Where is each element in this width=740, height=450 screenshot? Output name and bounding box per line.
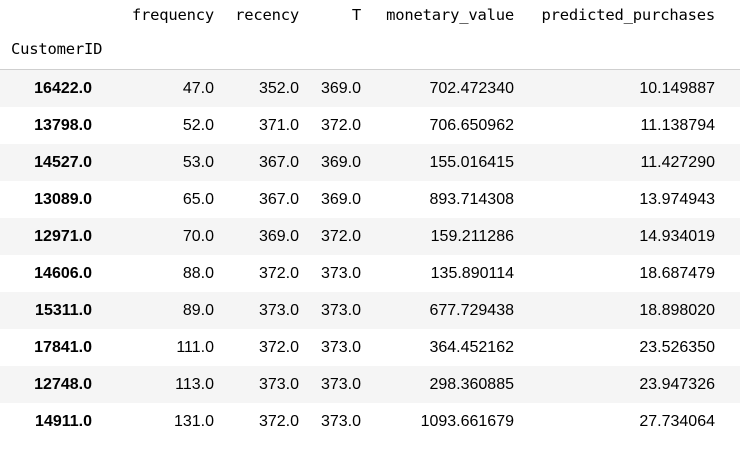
cell-frequency: 65.0 xyxy=(182,191,214,208)
cell-monetary-value: 135.890114 xyxy=(430,265,514,282)
cell-t: 373.0 xyxy=(320,413,361,430)
row-index-customer-id: 15311.0 xyxy=(35,302,92,319)
table-row: 12748.0 113.0 373.0 373.0 298.360885 23.94732… xyxy=(0,366,740,403)
cell-monetary-value: 893.714308 xyxy=(429,191,514,208)
cell-t: 372.0 xyxy=(320,228,361,245)
cell-monetary-value: 155.016415 xyxy=(429,154,514,171)
column-header-monetary-value: monetary_value xyxy=(386,6,514,24)
table-row: 17841.0 111.0 372.0 373.0 364.452162 23.52635… xyxy=(0,329,740,366)
cell-t: 373.0 xyxy=(320,376,361,393)
table-row: 15311.0 89.0 373.0 373.0 677.729438 18.898020 xyxy=(0,292,740,329)
cell-recency: 352.0 xyxy=(258,80,299,97)
cell-recency: 369.0 xyxy=(258,228,299,245)
cell-recency: 367.0 xyxy=(258,191,299,208)
cell-monetary-value: 159.211286 xyxy=(430,228,514,245)
cell-recency: 372.0 xyxy=(258,339,299,356)
cell-frequency: 89.0 xyxy=(182,302,214,319)
cell-t: 369.0 xyxy=(320,191,361,208)
cell-predicted-purchases: 27.734064 xyxy=(639,413,715,430)
cell-predicted-purchases: 18.687479 xyxy=(639,265,715,282)
cell-t: 373.0 xyxy=(320,265,361,282)
cell-recency: 367.0 xyxy=(258,154,299,171)
cell-frequency: 88.0 xyxy=(182,265,214,282)
cell-monetary-value: 1093.661679 xyxy=(420,413,514,430)
index-name-label: CustomerID xyxy=(11,40,103,58)
cell-frequency: 52.0 xyxy=(182,117,214,134)
cell-predicted-purchases: 23.947326 xyxy=(639,376,715,393)
table-row: 12971.0 70.0 369.0 372.0 159.211286 14.934019 xyxy=(0,218,740,255)
cell-monetary-value: 677.729438 xyxy=(429,302,514,319)
cell-monetary-value: 364.452162 xyxy=(429,339,514,356)
cell-t: 369.0 xyxy=(320,80,361,97)
row-index-customer-id: 16422.0 xyxy=(34,80,92,97)
cell-monetary-value: 702.472340 xyxy=(429,80,514,97)
table-row: 13798.0 52.0 371.0 372.0 706.650962 11.138794 xyxy=(0,107,740,144)
cell-predicted-purchases: 11.138794 xyxy=(640,117,715,134)
cell-t: 372.0 xyxy=(320,117,361,134)
cell-t: 369.0 xyxy=(320,154,361,171)
cell-frequency: 113.0 xyxy=(175,376,214,393)
row-index-customer-id: 13089.0 xyxy=(34,191,92,208)
cell-monetary-value: 298.360885 xyxy=(429,376,514,393)
row-index-customer-id: 14606.0 xyxy=(34,265,92,282)
cell-monetary-value: 706.650962 xyxy=(429,117,514,134)
column-header-t: T xyxy=(351,6,361,24)
cell-frequency: 111.0 xyxy=(176,339,214,356)
cell-frequency: 53.0 xyxy=(182,154,214,171)
table-row: 14527.0 53.0 367.0 369.0 155.016415 11.427290 xyxy=(0,144,740,181)
row-index-customer-id: 14527.0 xyxy=(34,154,92,171)
table-row: 14911.0 131.0 372.0 373.0 1093.661679 27.7340… xyxy=(0,403,740,440)
row-index-customer-id: 17841.0 xyxy=(34,339,92,356)
table-row: 13089.0 65.0 367.0 369.0 893.714308 13.974943 xyxy=(0,181,740,218)
row-index-customer-id: 13798.0 xyxy=(34,117,92,134)
table-row: 14606.0 88.0 372.0 373.0 135.890114 18.687479 xyxy=(0,255,740,292)
column-header-predicted-purchases: predicted_purchases xyxy=(541,6,715,24)
column-header-row: frequency recency T monetary_value predi… xyxy=(0,3,740,27)
cell-predicted-purchases: 13.974943 xyxy=(639,191,715,208)
cell-t: 373.0 xyxy=(320,339,361,356)
cell-recency: 372.0 xyxy=(258,413,299,430)
cell-predicted-purchases: 11.427290 xyxy=(640,154,715,171)
cell-frequency: 131.0 xyxy=(173,413,214,430)
cell-frequency: 70.0 xyxy=(182,228,214,245)
row-index-customer-id: 12971.0 xyxy=(34,228,92,245)
cell-recency: 371.0 xyxy=(258,117,299,134)
column-header-recency: recency xyxy=(235,6,299,24)
cell-frequency: 47.0 xyxy=(182,80,214,97)
row-index-customer-id: 12748.0 xyxy=(34,376,92,393)
row-index-customer-id: 14911.0 xyxy=(35,413,92,430)
cell-t: 373.0 xyxy=(320,302,361,319)
cell-recency: 372.0 xyxy=(258,265,299,282)
header-divider xyxy=(0,69,740,70)
cell-recency: 373.0 xyxy=(258,302,299,319)
cell-predicted-purchases: 18.898020 xyxy=(639,302,715,319)
cell-predicted-purchases: 14.934019 xyxy=(639,228,715,245)
column-header-frequency: frequency xyxy=(131,6,214,24)
table-row: 16422.0 47.0 352.0 369.0 702.472340 10.149887 xyxy=(0,70,740,107)
cell-predicted-purchases: 10.149887 xyxy=(639,80,715,97)
cell-predicted-purchases: 23.526350 xyxy=(639,339,715,356)
cell-recency: 373.0 xyxy=(258,376,299,393)
